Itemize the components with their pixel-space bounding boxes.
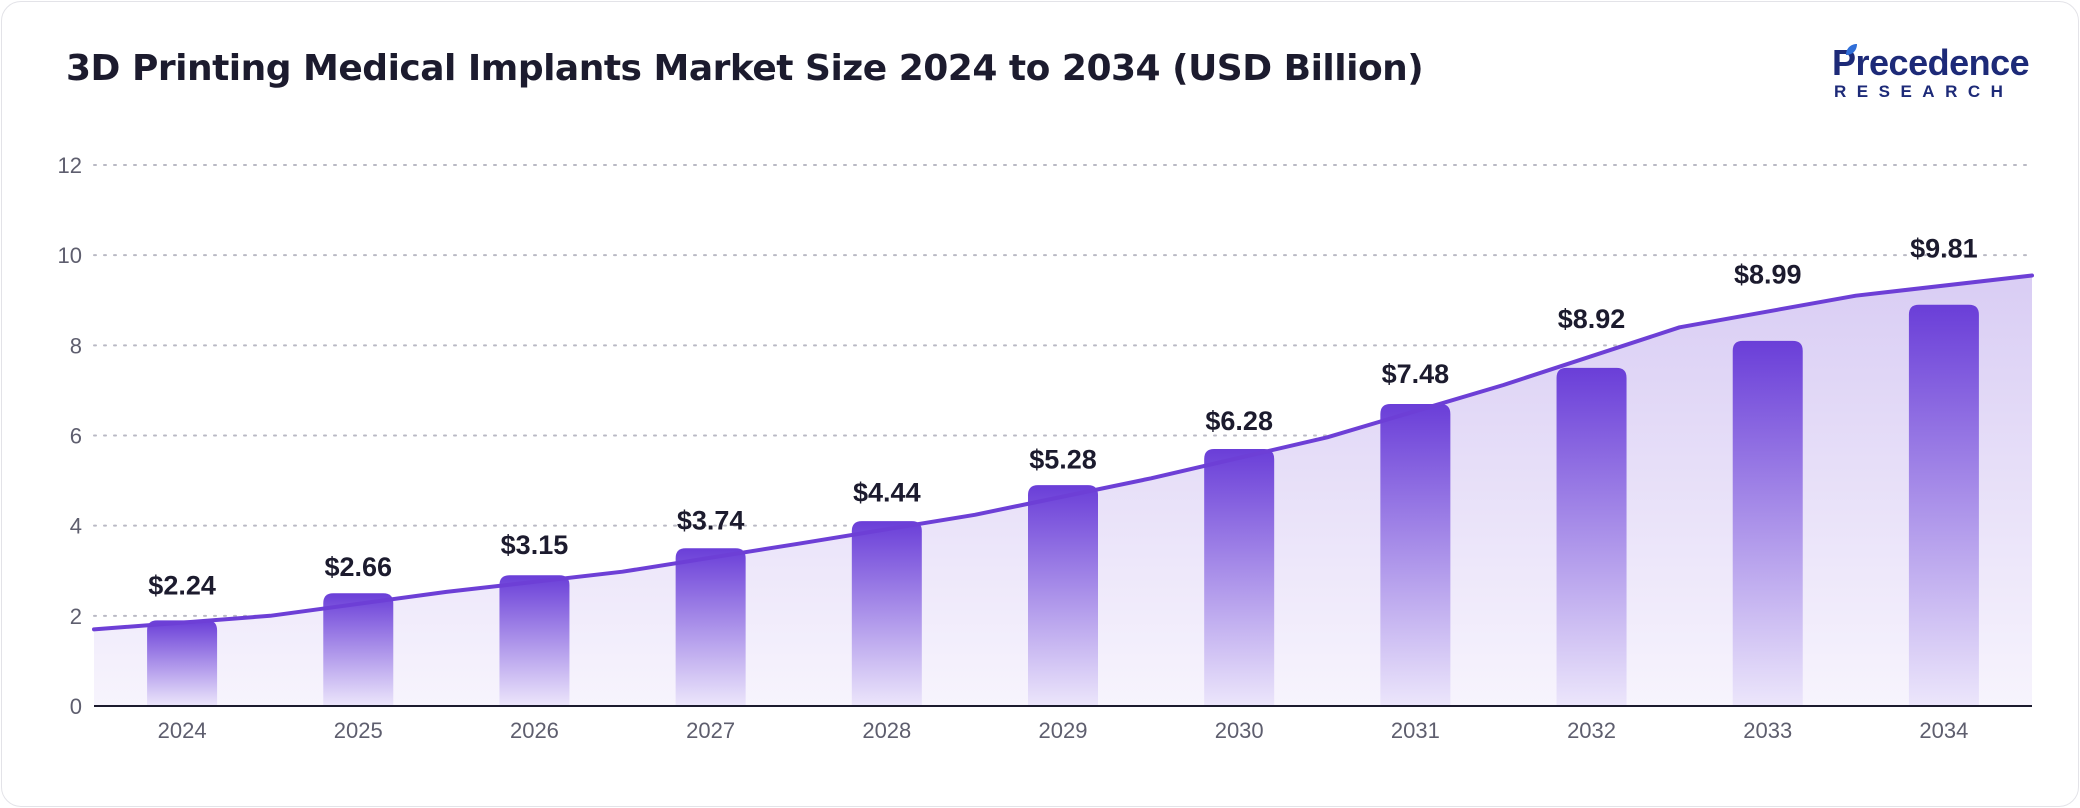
bar-2029 [1028, 485, 1098, 706]
x-tick-label: 2032 [1567, 718, 1616, 743]
value-label-2033: $8.99 [1734, 260, 1802, 290]
x-tick-label: 2026 [510, 718, 559, 743]
y-axis-ticks: 0 2 4 6 8 10 12 [58, 153, 82, 719]
bar-2024 [147, 620, 218, 706]
bar-2027 [675, 548, 746, 706]
bar-2033 [1732, 340, 1803, 706]
value-label-2024: $2.24 [148, 571, 216, 601]
y-tick-label: 2 [70, 604, 82, 629]
y-tick-label: 4 [70, 514, 82, 539]
value-label-2025: $2.66 [324, 552, 392, 582]
value-label-2034: $9.81 [1910, 234, 1978, 264]
logo-wordmark: Precedence [1832, 42, 2030, 83]
x-tick-label: 2027 [686, 718, 735, 743]
bar-2028 [851, 521, 922, 706]
x-tick-label: 2025 [334, 718, 383, 743]
x-tick-label: 2028 [862, 718, 911, 743]
value-label-2031: $7.48 [1382, 359, 1450, 389]
x-axis-ticks: 2024 2025 2026 2027 2028 2029 2030 2031 2032 2033… [158, 718, 1969, 743]
bars [147, 304, 1979, 706]
y-tick-label: 8 [70, 333, 82, 358]
bar-2031 [1380, 403, 1451, 706]
y-tick-label: 6 [70, 424, 82, 449]
bar-2025 [323, 593, 394, 706]
x-tick-label: 2024 [158, 718, 207, 743]
value-labels: $2.24 $2.66 $3.15 $3.74 $4.44 $5.28 $6.28 $7.48… [148, 234, 1977, 601]
trend-area [94, 275, 2032, 706]
value-label-2027: $3.74 [677, 506, 745, 536]
y-tick-label: 12 [58, 153, 82, 178]
x-tick-label: 2031 [1391, 718, 1440, 743]
bar-2026 [499, 575, 570, 706]
precedence-research-logo: Precedence RESEARCH [1832, 42, 2032, 108]
y-tick-label: 10 [58, 243, 82, 268]
x-tick-label: 2034 [1919, 718, 1968, 743]
chart-title: 3D Printing Medical Implants Market Size… [66, 48, 1424, 89]
leaf-icon [1846, 44, 1857, 55]
x-tick-label: 2029 [1039, 718, 1088, 743]
bar-2030 [1204, 449, 1275, 706]
logo-subtext: RESEARCH [1834, 82, 2014, 101]
y-tick-label: 0 [70, 694, 82, 719]
value-label-2026: $3.15 [501, 530, 569, 560]
trend-line [92, 273, 2034, 632]
value-label-2032: $8.92 [1558, 304, 1626, 334]
x-tick-label: 2030 [1215, 718, 1264, 743]
value-label-2028: $4.44 [853, 477, 921, 507]
bar-2034 [1908, 304, 1979, 706]
bar-2032 [1556, 367, 1627, 706]
value-label-2030: $6.28 [1205, 406, 1273, 436]
x-tick-label: 2033 [1743, 718, 1792, 743]
value-label-2029: $5.28 [1029, 445, 1097, 475]
